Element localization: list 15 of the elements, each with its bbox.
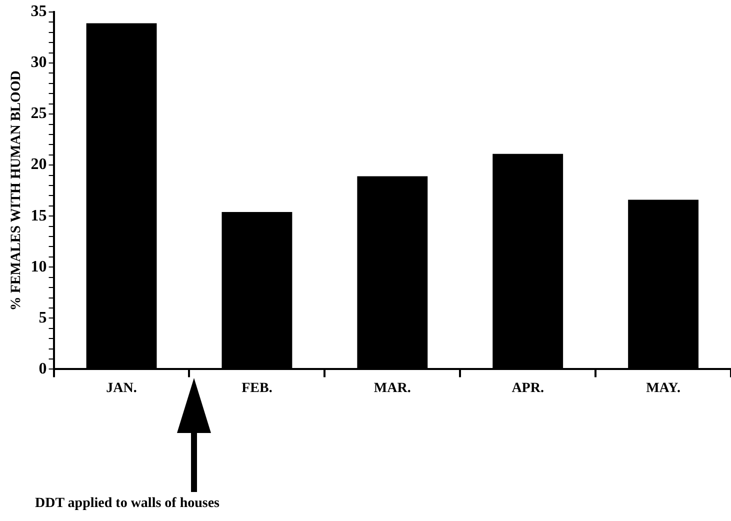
x-tick-label: APR. xyxy=(512,381,544,396)
x-tick-label: JAN. xyxy=(106,381,137,396)
y-tick-label: 10 xyxy=(30,258,47,276)
x-tick-label: FEB. xyxy=(242,381,272,396)
y-tick-label: 25 xyxy=(30,105,47,122)
y-tick-label: 35 xyxy=(30,3,47,20)
y-tick-label: 30 xyxy=(30,54,47,72)
y-tick-label: 0 xyxy=(38,360,47,378)
y-tick-label: 20 xyxy=(30,156,47,174)
y-axis-title: % FEMALES WITH HUMAN BLOOD xyxy=(9,70,24,311)
x-tick-label: MAR. xyxy=(374,381,411,396)
y-tick-label: 5 xyxy=(38,309,47,326)
text: DDT applied to walls of houses xyxy=(35,496,220,512)
y-tick-label: 15 xyxy=(30,207,47,224)
x-tick-label: MAY. xyxy=(646,381,680,396)
